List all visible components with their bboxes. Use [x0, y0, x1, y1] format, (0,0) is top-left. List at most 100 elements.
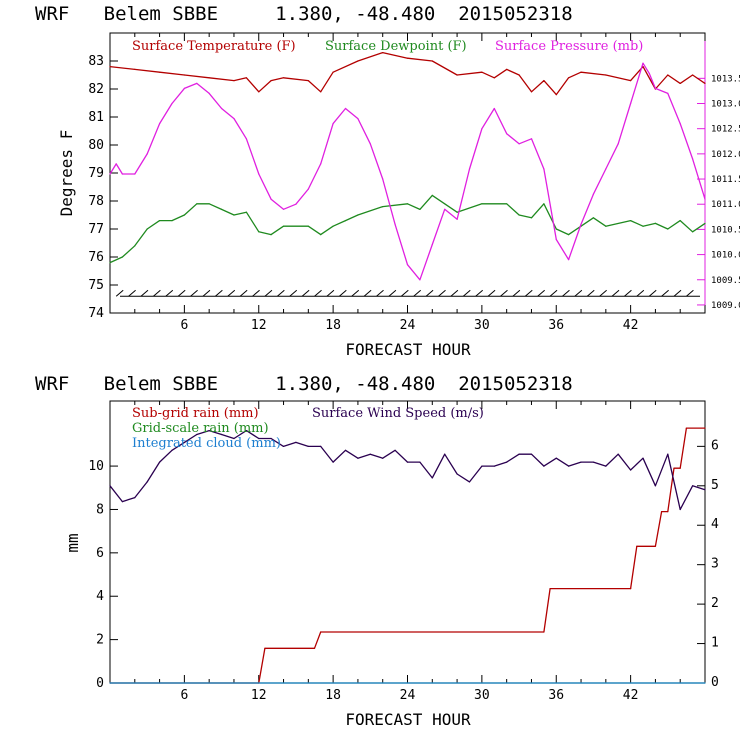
data-point — [481, 71, 483, 73]
data-point — [357, 457, 359, 459]
wind-barb — [487, 289, 496, 297]
wind-barb — [289, 289, 298, 297]
data-point — [332, 123, 334, 125]
data-point — [636, 545, 638, 547]
data-point — [630, 102, 632, 105]
data-point — [382, 206, 384, 208]
data-point — [115, 163, 117, 165]
wind-barb — [363, 289, 372, 297]
data-point — [661, 511, 663, 513]
data-point — [456, 218, 458, 220]
data-point — [555, 457, 557, 459]
data-point — [320, 91, 322, 93]
data-point — [171, 220, 173, 222]
y2-tick-label: 2 — [711, 596, 719, 611]
data-point — [605, 465, 607, 467]
data-point — [109, 173, 111, 175]
data-point — [530, 217, 533, 219]
x-tick-label: 12 — [251, 318, 267, 333]
data-point — [530, 138, 533, 140]
data-point — [406, 461, 409, 463]
data-point — [183, 74, 185, 76]
data-point — [518, 453, 520, 455]
data-point — [493, 77, 495, 79]
y2-tick-label: 0 — [711, 675, 719, 690]
top-y-axis-label: Degrees F — [57, 130, 76, 217]
y2-tick-label: 1009.0 — [711, 301, 740, 311]
y2-tick-label: 1013.5 — [711, 74, 740, 84]
x-tick-label: 24 — [400, 318, 416, 333]
data-point — [270, 234, 272, 236]
data-point — [642, 62, 644, 64]
data-point — [704, 198, 706, 200]
data-point — [685, 427, 688, 429]
data-point — [258, 437, 260, 440]
data-point — [233, 118, 235, 120]
data-point — [221, 208, 223, 210]
series-surface-temperature-f — [109, 51, 706, 96]
data-point — [692, 231, 694, 233]
data-point — [295, 203, 297, 205]
wind-barb — [153, 289, 161, 297]
data-point — [456, 473, 458, 475]
data-point — [667, 228, 669, 230]
data-point — [282, 225, 285, 227]
wind-barb — [252, 289, 260, 297]
data-point — [468, 481, 471, 483]
data-point — [543, 80, 545, 82]
x-tick-label: 30 — [474, 318, 490, 333]
data-point — [568, 234, 570, 236]
data-point — [568, 465, 570, 467]
data-point — [146, 228, 148, 230]
y2-tick-label: 1011.0 — [711, 200, 740, 210]
y-tick-label: 78 — [88, 194, 104, 209]
data-point — [692, 74, 694, 76]
data-point — [245, 211, 247, 213]
data-point — [382, 52, 384, 54]
data-point — [580, 223, 582, 225]
data-point — [394, 223, 396, 225]
data-point — [481, 128, 483, 130]
data-point — [493, 107, 495, 110]
y-tick-label: 80 — [88, 138, 104, 153]
data-point — [704, 682, 706, 684]
y-tick-label: 10 — [88, 459, 104, 474]
data-point — [282, 208, 285, 210]
data-point — [134, 245, 136, 247]
y2-tick-label: 4 — [711, 517, 719, 532]
wind-barb — [574, 289, 583, 297]
data-point — [307, 188, 309, 190]
top-plot-frame — [109, 32, 706, 314]
data-point — [320, 445, 322, 447]
data-point — [270, 198, 272, 200]
data-point — [617, 453, 619, 455]
data-point — [431, 477, 433, 479]
data-point — [419, 208, 421, 210]
data-point — [183, 214, 185, 216]
data-point — [592, 193, 595, 195]
y-tick-label: 74 — [88, 306, 104, 321]
x-tick-label: 36 — [548, 318, 564, 333]
data-point — [344, 107, 347, 110]
data-point — [704, 82, 706, 84]
wind-barb — [202, 289, 211, 297]
data-point — [468, 168, 471, 170]
data-point — [159, 220, 161, 222]
data-point — [109, 262, 111, 264]
data-point — [313, 647, 316, 649]
wind-barb — [115, 289, 124, 297]
wind-barb — [400, 289, 409, 297]
data-point — [332, 225, 334, 227]
x-tick-label: 6 — [180, 318, 188, 333]
legend-surface-pressure: Surface Pressure (mb) — [495, 39, 643, 54]
data-point — [642, 225, 644, 227]
data-point — [264, 647, 266, 649]
data-point — [307, 80, 309, 82]
data-point — [134, 68, 136, 70]
data-point — [295, 441, 297, 443]
wind-barb — [586, 289, 595, 297]
data-point — [679, 82, 681, 84]
data-point — [159, 71, 161, 73]
